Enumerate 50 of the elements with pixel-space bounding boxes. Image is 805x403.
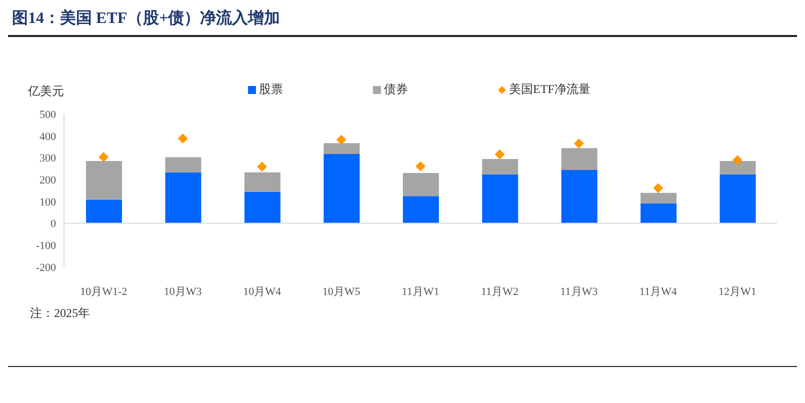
y-tick-label: 300	[40, 152, 56, 165]
x-tick-label: 10月W3	[164, 286, 202, 298]
bar	[324, 143, 360, 154]
bar	[482, 174, 518, 224]
bar	[720, 174, 756, 224]
x-tick-label: 11月W3	[560, 286, 598, 298]
point	[574, 138, 584, 149]
chart-title: 图14：美国 ETF（股+债）净流入增加	[8, 8, 797, 37]
point	[98, 152, 109, 162]
bar	[86, 200, 122, 224]
x-tick-label: 12月W1	[718, 286, 756, 298]
bar	[244, 192, 280, 224]
bar	[402, 196, 439, 224]
y-tick-label: -200	[36, 262, 56, 274]
point	[494, 149, 505, 160]
legend-label: 债券	[384, 81, 408, 98]
bar	[86, 160, 122, 200]
bar	[244, 172, 280, 192]
x-tick-label: 10月W1-2	[80, 286, 128, 298]
bar	[561, 148, 598, 170]
x-tick-label: 11月W1	[402, 286, 440, 298]
bar	[165, 172, 202, 224]
x-tick-label: 11月W4	[639, 286, 678, 298]
bar	[720, 160, 756, 174]
legend-label: 股票	[259, 81, 283, 98]
bar	[640, 192, 677, 204]
y-tick-label: 100	[40, 196, 56, 208]
point	[257, 162, 268, 172]
y-tick-label: 500	[40, 108, 56, 121]
y-tick-label: -100	[36, 240, 56, 252]
bar	[165, 157, 202, 172]
y-tick-label: 200	[40, 174, 56, 186]
point	[653, 183, 664, 194]
x-tick-label: 10月W4	[243, 286, 282, 298]
bar	[402, 173, 439, 196]
bar	[561, 170, 598, 224]
point	[178, 133, 188, 144]
bar	[640, 203, 677, 224]
x-tick-label: 11月W2	[480, 286, 518, 298]
bar	[324, 154, 360, 224]
y-tick-label: 400	[40, 130, 56, 143]
y-tick-label: 0	[50, 218, 56, 230]
x-tick-label: 10月W5	[322, 286, 361, 298]
bar	[482, 159, 518, 174]
legend-label: 美国ETF净流量	[509, 81, 590, 98]
point	[336, 134, 346, 145]
text: 注：2025年	[29, 305, 91, 322]
y-axis-title: 亿美元	[28, 83, 64, 100]
point	[732, 155, 742, 166]
point	[416, 161, 426, 172]
